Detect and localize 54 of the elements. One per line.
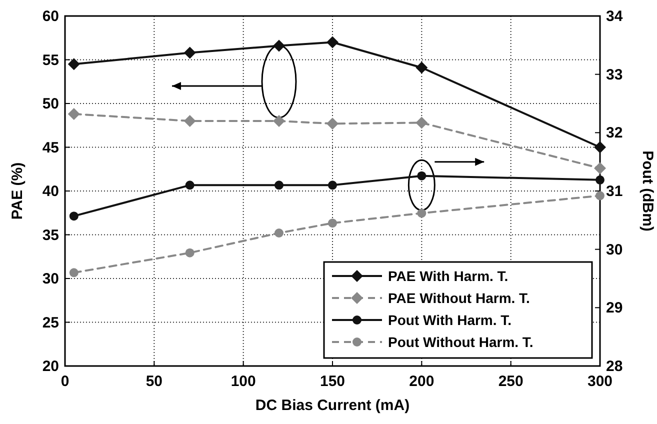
point <box>326 36 338 48</box>
y-tick-label: 35 <box>42 226 59 244</box>
x-tick-label: 300 <box>587 373 613 390</box>
point <box>416 62 428 74</box>
point <box>274 228 284 238</box>
x-tick-label: 0 <box>60 373 70 390</box>
point <box>326 118 338 130</box>
x-tick-label: 250 <box>498 373 524 390</box>
point <box>69 268 78 278</box>
y-tick-label: 55 <box>42 52 59 69</box>
y-tick-label: 20 <box>42 358 59 375</box>
point <box>596 175 604 184</box>
y-tick-label: 50 <box>42 96 59 112</box>
y2-tick-label: 31 <box>606 183 623 200</box>
y2-tick-label: 28 <box>606 358 623 375</box>
point <box>328 180 337 190</box>
x-tick-label: 50 <box>146 373 163 390</box>
point <box>417 171 426 180</box>
y-tick-label: 25 <box>42 314 59 332</box>
point <box>68 108 80 120</box>
x-axis-title: DC Bias Current (mA) <box>255 397 410 414</box>
point <box>416 116 428 129</box>
point <box>273 115 285 127</box>
point <box>594 141 606 154</box>
y2-tick-label: 32 <box>606 124 623 142</box>
point <box>69 212 78 221</box>
point <box>184 115 196 127</box>
y-axis-title: PAE (%) <box>9 162 26 220</box>
point <box>417 208 426 218</box>
y-tick-label: 40 <box>42 183 59 200</box>
point <box>328 218 337 228</box>
point <box>273 40 285 52</box>
legend-label: Pout Without Harm. T. <box>388 334 534 350</box>
y-tick-label: 60 <box>42 8 59 25</box>
point <box>68 58 80 70</box>
x-tick-label: 100 <box>230 373 256 390</box>
legend-label: PAE Without Harm. T. <box>388 290 530 306</box>
point <box>185 248 194 258</box>
y-tick-label: 30 <box>42 270 59 288</box>
point <box>185 180 194 190</box>
point <box>184 46 196 59</box>
legend-label: Pout With Harm. T. <box>388 312 512 328</box>
y2-axis-title: Pout (dBm) <box>639 150 656 232</box>
y2-tick-label: 33 <box>606 66 623 84</box>
y2-tick-label: 34 <box>606 8 624 25</box>
point <box>594 162 606 174</box>
legend-label: PAE With Harm. T. <box>388 268 508 284</box>
y2-tick-label: 29 <box>606 300 623 317</box>
point <box>596 191 604 200</box>
point <box>274 180 284 190</box>
x-tick-label: 150 <box>320 373 346 390</box>
y-tick-label: 45 <box>42 139 59 156</box>
y2-tick-label: 30 <box>606 241 623 258</box>
x-tick-label: 200 <box>409 373 434 390</box>
